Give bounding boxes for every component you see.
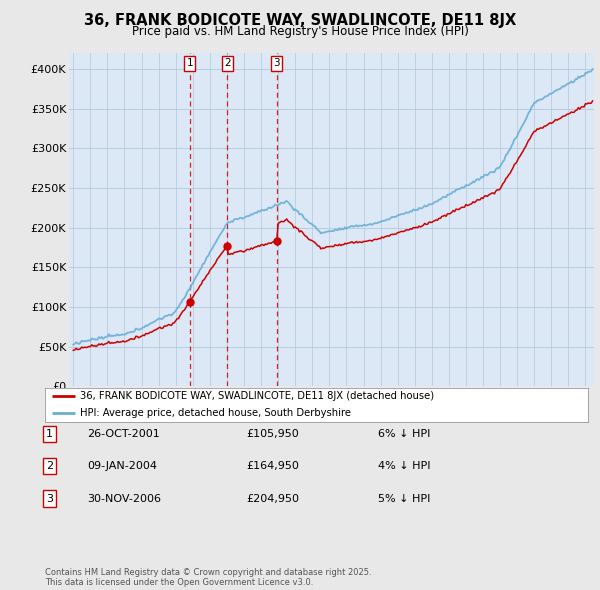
Text: 1: 1 <box>187 58 193 68</box>
Text: 3: 3 <box>274 58 280 68</box>
Text: £164,950: £164,950 <box>246 461 299 471</box>
Text: 2: 2 <box>46 461 53 471</box>
Text: 5% ↓ HPI: 5% ↓ HPI <box>378 494 430 503</box>
Text: Price paid vs. HM Land Registry's House Price Index (HPI): Price paid vs. HM Land Registry's House … <box>131 25 469 38</box>
Text: 09-JAN-2004: 09-JAN-2004 <box>87 461 157 471</box>
Text: £105,950: £105,950 <box>246 429 299 438</box>
Text: 36, FRANK BODICOTE WAY, SWADLINCOTE, DE11 8JX (detached house): 36, FRANK BODICOTE WAY, SWADLINCOTE, DE1… <box>80 391 434 401</box>
Text: £204,950: £204,950 <box>246 494 299 503</box>
Text: 36, FRANK BODICOTE WAY, SWADLINCOTE, DE11 8JX: 36, FRANK BODICOTE WAY, SWADLINCOTE, DE1… <box>84 13 516 28</box>
Text: HPI: Average price, detached house, South Derbyshire: HPI: Average price, detached house, Sout… <box>80 408 351 418</box>
Text: Contains HM Land Registry data © Crown copyright and database right 2025.
This d: Contains HM Land Registry data © Crown c… <box>45 568 371 587</box>
Text: 1: 1 <box>46 429 53 438</box>
Text: 26-OCT-2001: 26-OCT-2001 <box>87 429 160 438</box>
Text: 4% ↓ HPI: 4% ↓ HPI <box>378 461 431 471</box>
Text: 30-NOV-2006: 30-NOV-2006 <box>87 494 161 503</box>
Text: 6% ↓ HPI: 6% ↓ HPI <box>378 429 430 438</box>
Text: 3: 3 <box>46 494 53 503</box>
Text: 2: 2 <box>224 58 231 68</box>
